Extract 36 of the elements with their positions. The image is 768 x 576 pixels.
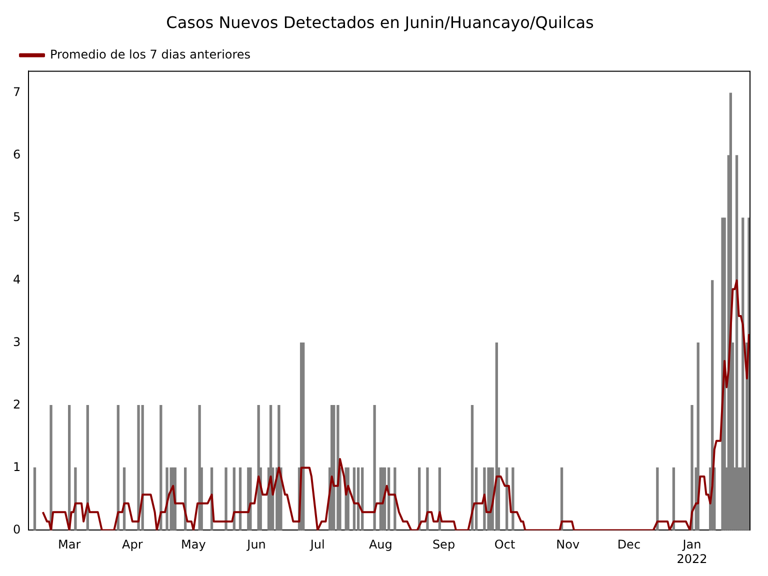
bar — [512, 467, 514, 530]
y-tick-label: 0 — [12, 522, 21, 536]
bar — [690, 404, 694, 530]
bar — [224, 467, 228, 530]
x-tick-label: Jun — [246, 538, 266, 552]
bar — [50, 404, 52, 530]
x-tick-label: Oct — [494, 538, 516, 552]
bar — [137, 404, 140, 530]
x-tick-label: Nov — [556, 538, 580, 552]
bar — [198, 404, 201, 530]
y-tick-label: 6 — [12, 148, 21, 162]
x-tick-label: Apr — [122, 538, 143, 552]
legend-label: Promedio de los 7 dias anteriores — [50, 47, 251, 62]
bar — [426, 467, 429, 530]
bar — [506, 467, 508, 530]
x-tick-label: Jan 2022 — [676, 538, 708, 566]
x-tick-label: Aug — [368, 538, 392, 552]
x-tick-label: May — [181, 538, 206, 552]
x-tick-label: Sep — [432, 538, 456, 552]
bar — [302, 342, 305, 530]
y-tick-label: 5 — [12, 210, 21, 224]
x-tick-label: Jul — [309, 538, 325, 552]
y-tick-label: 1 — [12, 460, 21, 474]
y-tick-label: 2 — [12, 397, 21, 412]
bar — [257, 404, 260, 530]
y-tick-label: 3 — [12, 334, 21, 349]
bar — [373, 404, 376, 530]
bar — [238, 467, 242, 530]
bar — [74, 467, 77, 530]
y-tick-label: 7 — [12, 85, 21, 100]
y-tick-label: 4 — [12, 272, 21, 287]
chart-title: Casos Nuevos Detectados en Junin/Huancayo/Quilcas — [166, 12, 594, 32]
bar — [33, 467, 36, 530]
x-tick-label: Dec — [617, 538, 641, 552]
bar — [116, 404, 120, 530]
x-tick-label: Mar — [58, 538, 81, 552]
